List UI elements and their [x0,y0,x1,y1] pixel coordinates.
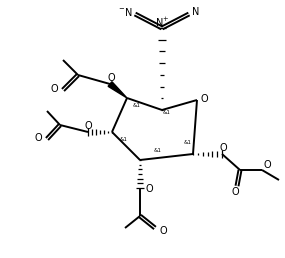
Text: &1: &1 [183,140,191,145]
Text: O: O [231,187,239,197]
Text: &1: &1 [120,137,128,142]
Text: N: N [192,7,199,17]
Text: O: O [107,73,115,83]
Text: &1: &1 [154,148,162,153]
Text: O: O [219,143,227,153]
Text: O: O [84,121,92,131]
Text: &1: &1 [133,103,141,108]
Text: N$^{+}$: N$^{+}$ [155,15,169,29]
Text: O: O [34,133,42,143]
Text: O: O [160,226,168,236]
Text: O: O [146,184,154,194]
Text: O: O [50,84,58,94]
Text: $^{-}$N: $^{-}$N [117,6,132,18]
Text: O: O [200,94,208,104]
Text: &1: &1 [163,110,171,115]
Polygon shape [108,82,127,98]
Text: O: O [264,160,272,170]
